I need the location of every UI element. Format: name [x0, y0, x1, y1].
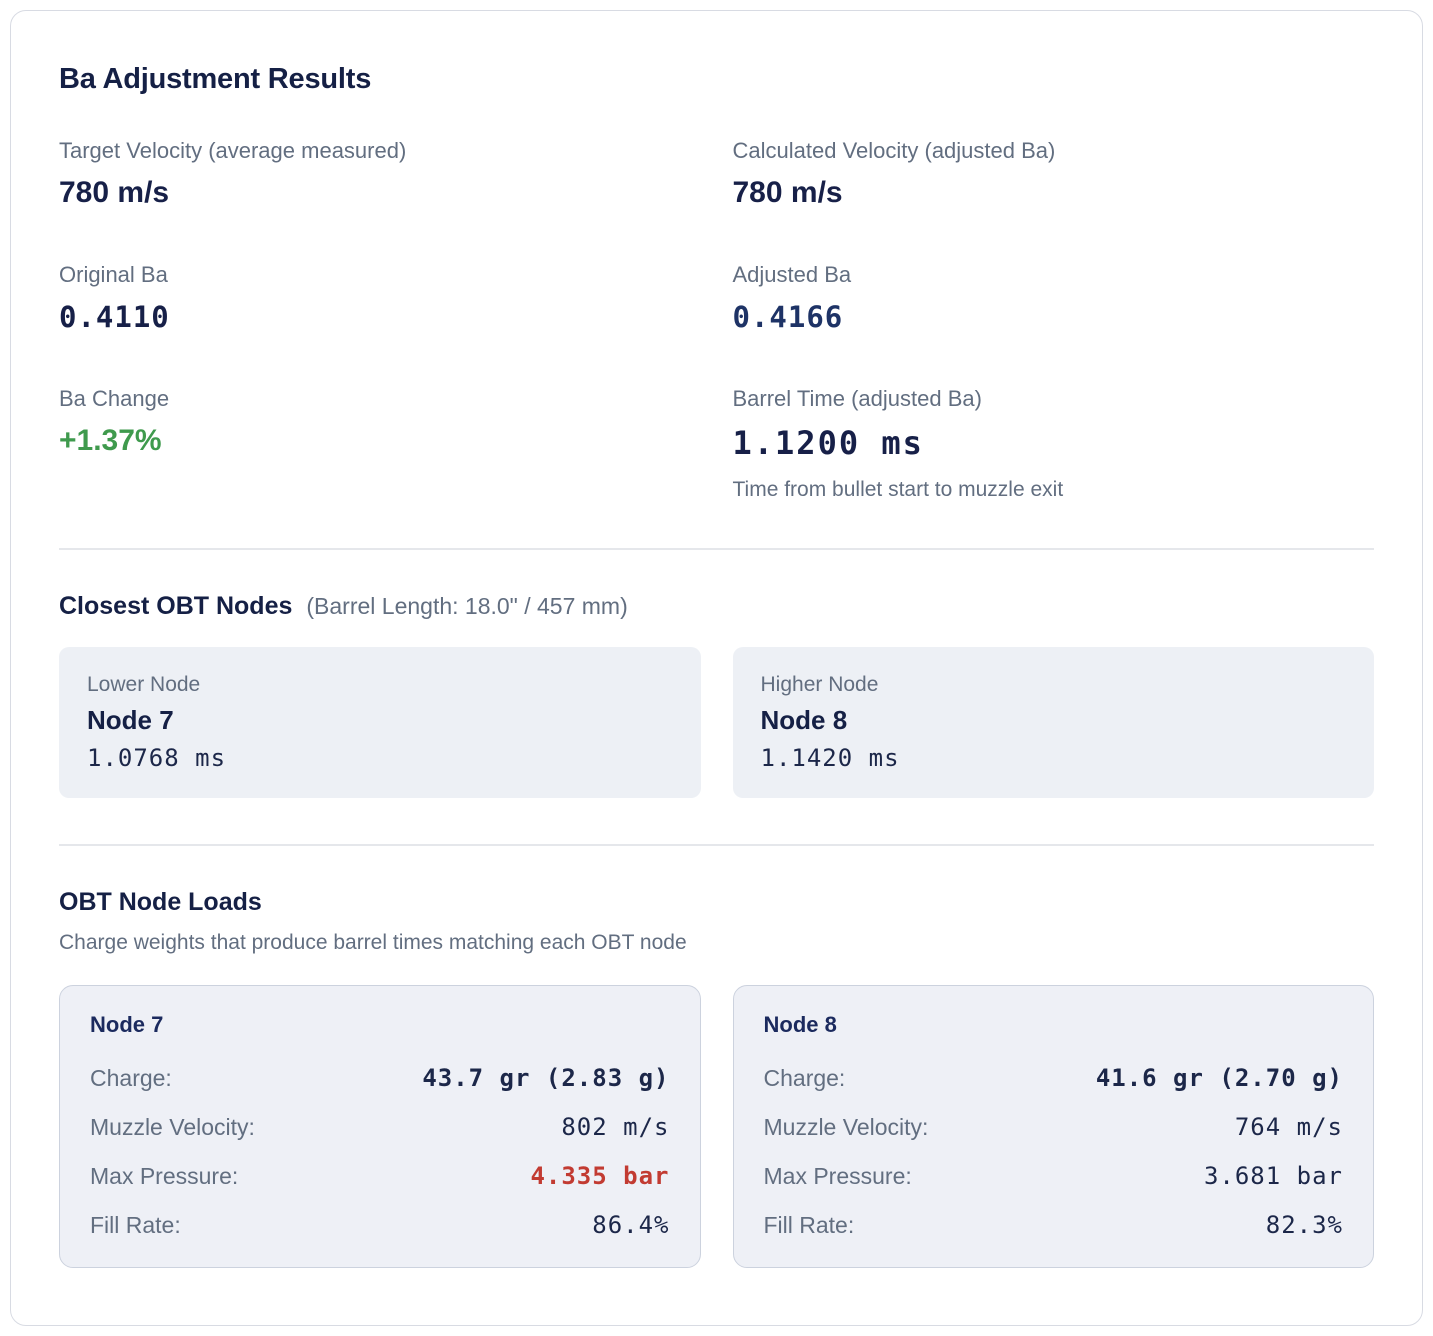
stat-ba-change-label: Ba Change — [59, 386, 170, 411]
higher-node-label: Higher Node — [760, 673, 879, 696]
node-8-fill-rate-row: Fill Rate: 82.3% — [764, 1211, 1344, 1239]
muzzle-velocity-value: 802 m/s — [561, 1113, 670, 1141]
stat-target-velocity: Target Velocity (average measured) 780 m… — [59, 138, 701, 210]
stat-ba-change-value: +1.37% — [59, 424, 162, 457]
node-7-muzzle-velocity-row: Muzzle Velocity: 802 m/s — [90, 1113, 670, 1141]
max-pressure-value: 4.335 bar — [530, 1162, 670, 1190]
fill-rate-value: 82.3% — [1265, 1211, 1343, 1239]
muzzle-velocity-label: Muzzle Velocity: — [763, 1114, 929, 1140]
stat-barrel-time-note: Time from bullet start to muzzle exit — [732, 478, 1064, 501]
lower-node-name: Node 7 — [87, 705, 174, 735]
max-pressure-label: Max Pressure: — [763, 1163, 912, 1189]
stat-original-ba-label: Original Ba — [59, 262, 168, 287]
closest-obt-nodes-section: Closest OBT Nodes (Barrel Length: 18.0" … — [59, 592, 1374, 798]
stat-original-ba-value: 0.4110 — [59, 300, 170, 334]
fill-rate-label: Fill Rate: — [90, 1212, 181, 1238]
node-loads-grid: Node 7 Charge: 43.7 gr (2.83 g) Muzzle V… — [59, 985, 1374, 1268]
barrel-length-note: (Barrel Length: 18.0" / 457 mm) — [306, 593, 628, 619]
node-8-max-pressure-row: Max Pressure: 3.681 bar — [764, 1162, 1344, 1190]
stat-adjusted-ba: Adjusted Ba 0.4166 — [733, 262, 1375, 334]
stat-barrel-time-label: Barrel Time (adjusted Ba) — [732, 386, 982, 411]
higher-node-box: Higher Node Node 8 1.1420 ms — [732, 647, 1374, 798]
node-7-max-pressure-row: Max Pressure: 4.335 bar — [90, 1162, 670, 1190]
muzzle-velocity-value: 764 m/s — [1234, 1113, 1343, 1141]
stat-target-velocity-value: 780 m/s — [59, 176, 170, 209]
page-title: Ba Adjustment Results — [59, 63, 372, 95]
charge-label: Charge: — [90, 1065, 172, 1091]
fill-rate-value: 86.4% — [592, 1211, 670, 1239]
stat-ba-change: Ba Change +1.37% — [59, 386, 701, 502]
node-8-charge-row: Charge: 41.6 gr (2.70 g) — [764, 1064, 1344, 1092]
obt-node-loads-section: OBT Node Loads Charge weights that produ… — [59, 888, 1374, 1268]
stat-barrel-time: Barrel Time (adjusted Ba) 1.1200 ms Time… — [733, 386, 1375, 502]
fill-rate-label: Fill Rate: — [763, 1212, 855, 1238]
results-stats-grid: Target Velocity (average measured) 780 m… — [59, 138, 1374, 502]
node-7-load-card: Node 7 Charge: 43.7 gr (2.83 g) Muzzle V… — [59, 985, 701, 1268]
stat-calculated-velocity-value: 780 m/s — [732, 176, 843, 209]
obt-nodes-grid: Lower Node Node 7 1.0768 ms Higher Node … — [59, 647, 1374, 798]
charge-label: Charge: — [763, 1065, 846, 1091]
obt-node-loads-subtitle: Charge weights that produce barrel times… — [59, 931, 687, 954]
stat-adjusted-ba-label: Adjusted Ba — [732, 262, 852, 287]
node-8-muzzle-velocity-row: Muzzle Velocity: 764 m/s — [764, 1113, 1344, 1141]
node-7-fill-rate-row: Fill Rate: 86.4% — [90, 1211, 670, 1239]
stat-calculated-velocity: Calculated Velocity (adjusted Ba) 780 m/… — [733, 138, 1375, 210]
max-pressure-value: 3.681 bar — [1203, 1162, 1343, 1190]
muzzle-velocity-label: Muzzle Velocity: — [90, 1114, 255, 1140]
charge-value: 43.7 gr (2.83 g) — [422, 1064, 670, 1092]
higher-node-name: Node 8 — [760, 705, 848, 735]
stat-target-velocity-label: Target Velocity (average measured) — [59, 138, 407, 163]
stat-original-ba: Original Ba 0.4110 — [59, 262, 701, 334]
closest-obt-nodes-heading: Closest OBT Nodes — [59, 592, 293, 620]
max-pressure-label: Max Pressure: — [90, 1163, 239, 1189]
stat-adjusted-ba-value: 0.4166 — [732, 300, 844, 334]
lower-node-label: Lower Node — [87, 673, 201, 696]
node-8-load-card: Node 8 Charge: 41.6 gr (2.70 g) Muzzle V… — [732, 985, 1374, 1268]
charge-value: 41.6 gr (2.70 g) — [1095, 1064, 1343, 1092]
lower-node-box: Lower Node Node 7 1.0768 ms — [59, 647, 701, 798]
closest-obt-nodes-heading-row: Closest OBT Nodes (Barrel Length: 18.0" … — [59, 592, 1374, 621]
ba-adjustment-results-card: Ba Adjustment Results Target Velocity (a… — [10, 10, 1423, 1326]
higher-node-time: 1.1420 ms — [760, 744, 900, 772]
obt-node-loads-heading: OBT Node Loads — [59, 888, 262, 916]
lower-node-time: 1.0768 ms — [87, 744, 227, 772]
node-8-load-title: Node 8 — [763, 1012, 837, 1037]
node-7-charge-row: Charge: 43.7 gr (2.83 g) — [90, 1064, 670, 1092]
stat-barrel-time-value: 1.1200 ms — [732, 424, 924, 462]
section-divider — [59, 548, 1374, 550]
node-7-load-title: Node 7 — [90, 1012, 164, 1037]
stat-calculated-velocity-label: Calculated Velocity (adjusted Ba) — [732, 138, 1056, 163]
section-divider — [59, 844, 1374, 846]
